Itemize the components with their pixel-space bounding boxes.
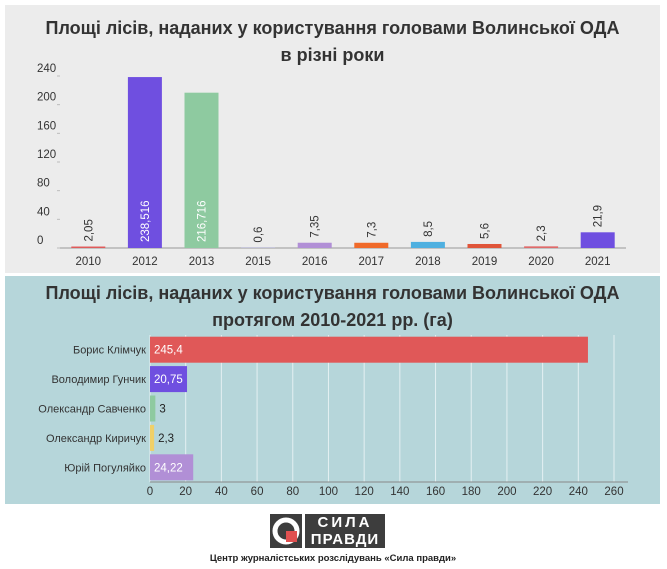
x-tick-label: 140 [390, 486, 409, 498]
logo: СИЛА ПРАВДИ [270, 514, 385, 548]
value-label: 3 [159, 404, 165, 416]
bar [150, 454, 194, 481]
y-tick-label: Володимир Гунчик [51, 374, 146, 386]
x-tick-label: 160 [426, 486, 445, 498]
bar [297, 242, 332, 248]
value-label: 2,3 [158, 433, 174, 445]
x-tick-label: 2018 [415, 256, 441, 268]
x-tick-label: 240 [569, 486, 588, 498]
bar [184, 92, 219, 249]
x-tick-label: 2013 [189, 256, 215, 268]
y-tick-label: Борис Клімчук [73, 345, 146, 357]
bar [150, 366, 188, 393]
x-tick-label: 20 [179, 486, 192, 498]
bar [580, 232, 615, 248]
x-tick-label: 120 [355, 486, 374, 498]
x-tick-label: 2016 [302, 256, 328, 268]
y-tick-label: Олександр Киричук [46, 433, 146, 445]
x-tick-label: 40 [215, 486, 228, 498]
logo-accent [286, 531, 297, 542]
x-tick-label: 2020 [528, 256, 554, 268]
bar [150, 395, 156, 422]
x-tick-label: 100 [319, 486, 338, 498]
x-tick-label: 2010 [76, 256, 102, 268]
x-tick-label: 2015 [245, 256, 271, 268]
chart-title: Площі лісів, наданих у користування голо… [45, 283, 620, 330]
bar [71, 246, 106, 248]
y-tick-label: Юрій Погуляйко [64, 462, 146, 474]
value-label: 8,5 [423, 221, 435, 237]
x-tick-label: 0 [147, 486, 153, 498]
footer-caption: Центр журналістських розслідувань «Сила … [210, 553, 456, 564]
value-label: 21,9 [593, 205, 605, 227]
value-label: 20,75 [154, 374, 183, 386]
x-tick-label: 2012 [132, 256, 158, 268]
bar [354, 242, 389, 248]
bar [410, 241, 445, 248]
y-tick-label: 120 [37, 149, 56, 161]
bar [127, 77, 162, 248]
x-tick-label: 220 [533, 486, 552, 498]
logo-box [305, 514, 385, 548]
x-tick-label: 2017 [359, 256, 385, 268]
value-label: 2,05 [83, 219, 95, 241]
y-tick-label: 200 [37, 92, 56, 104]
x-tick-label: 2021 [585, 256, 611, 268]
bar [467, 243, 502, 248]
x-tick-label: 80 [286, 486, 299, 498]
value-label: 238,516 [140, 200, 152, 242]
y-tick-label: 160 [37, 120, 56, 132]
chart-title: Площі лісів, наданих у користування голо… [45, 18, 620, 65]
value-label: 7,35 [310, 215, 322, 237]
bar [150, 424, 155, 451]
y-tick-label: 40 [37, 206, 50, 218]
value-label: 2,3 [536, 225, 548, 241]
x-tick-label: 2019 [472, 256, 498, 268]
y-tick-label: 0 [37, 235, 43, 247]
x-tick-label: 60 [251, 486, 264, 498]
logo-text: ПРАВДИ [311, 531, 379, 548]
logo-text: СИЛА [318, 514, 373, 531]
y-tick-label: 80 [37, 178, 50, 190]
x-tick-label: 260 [604, 486, 623, 498]
x-tick-label: 180 [462, 486, 481, 498]
y-tick-label: 240 [37, 63, 56, 75]
value-label: 245,4 [154, 345, 183, 357]
value-label: 24,22 [154, 462, 183, 474]
value-label: 216,716 [197, 200, 209, 242]
value-label: 7,3 [366, 222, 378, 238]
bar [524, 246, 559, 248]
x-tick-label: 200 [497, 486, 516, 498]
y-tick-label: Олександр Савченко [38, 404, 146, 416]
value-label: 0,6 [253, 227, 265, 243]
bar [150, 336, 588, 363]
value-label: 5,6 [480, 223, 492, 239]
panel-top: Площі лісів, наданих у користування голо… [5, 5, 660, 273]
